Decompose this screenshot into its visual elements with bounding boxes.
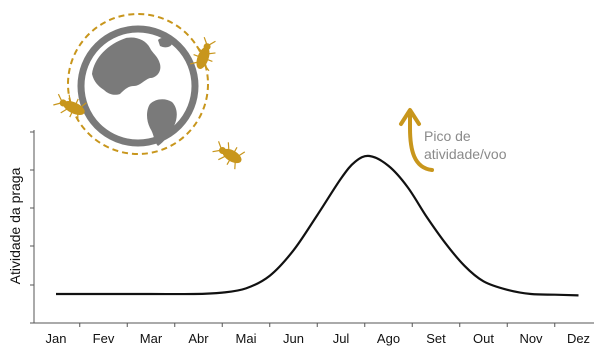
x-tick-label: Ago (377, 331, 400, 346)
x-tick-label: Jul (333, 331, 350, 346)
x-tick-label: Out (473, 331, 494, 346)
x-axis-ticks: Jan Fev Mar Abr Mai Jun Jul Ago Set Out Nov Dez (46, 323, 590, 346)
y-axis-ticks (30, 131, 34, 324)
x-tick-label: Jun (283, 331, 304, 346)
globe-icon (77, 25, 199, 147)
x-tick-label: Mai (236, 331, 257, 346)
annotation-line-2: atividade/voo (424, 146, 507, 162)
x-tick-label: Fev (93, 331, 115, 346)
annotation-line-1: Pico de (424, 128, 471, 144)
x-tick-label: Mar (140, 331, 163, 346)
y-axis-title: Atividade da praga (7, 167, 23, 284)
x-tick-label: Jan (46, 331, 67, 346)
x-tick-label: Abr (188, 331, 209, 346)
peak-annotation: Pico de atividade/voo (399, 108, 507, 172)
insect-icon (53, 93, 87, 121)
insect-icon (212, 141, 246, 170)
peak-arrow-icon (408, 114, 434, 172)
orbit-ring (67, 13, 209, 155)
x-tick-label: Nov (519, 331, 543, 346)
insect-icon (190, 36, 216, 72)
pest-activity-line (55, 154, 579, 297)
x-tick-label: Dez (567, 331, 590, 346)
globe-illustration (67, 13, 209, 155)
x-tick-label: Set (426, 331, 446, 346)
arrowhead-icon (399, 108, 421, 126)
axes: Jan Fev Mar Abr Mai Jun Jul Ago Set Out Nov Dez (30, 130, 594, 346)
